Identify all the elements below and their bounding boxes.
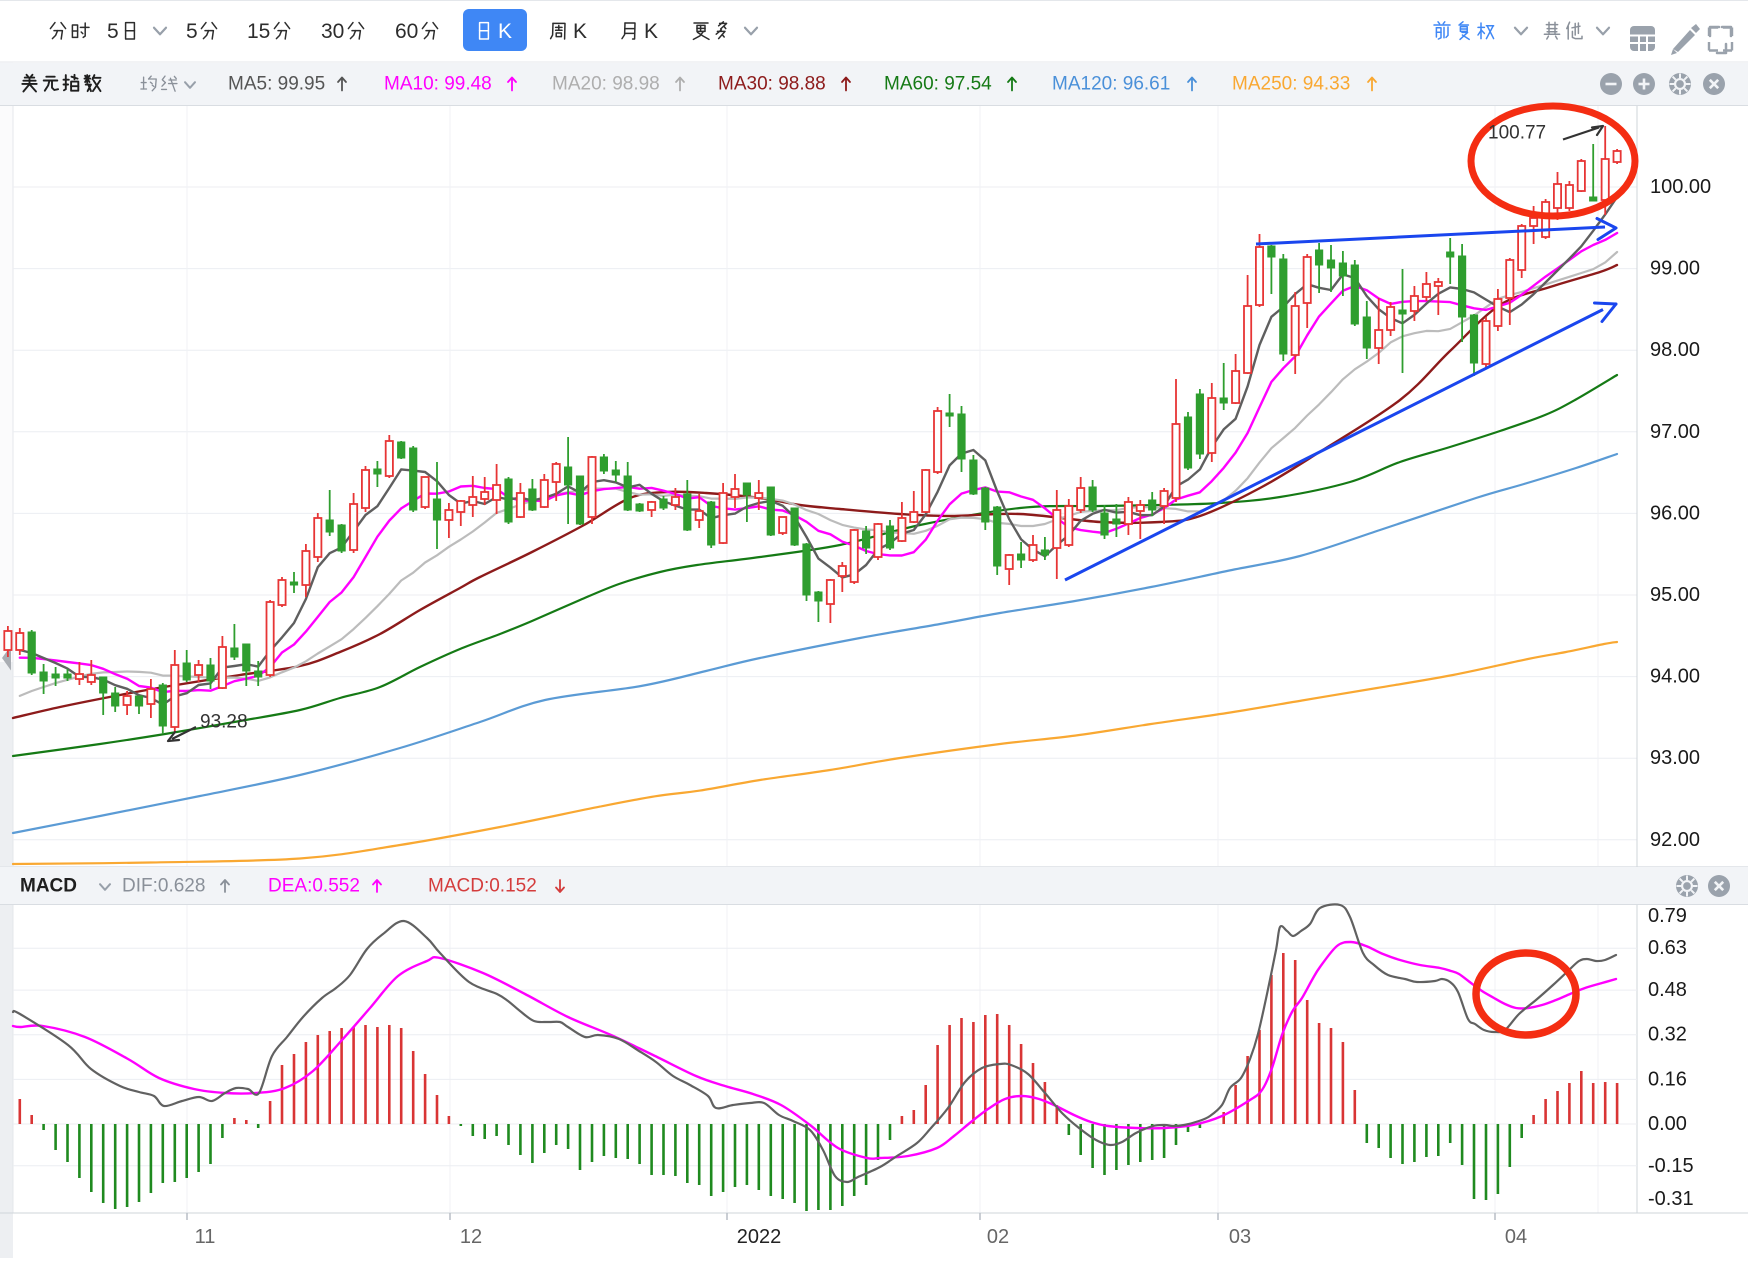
svg-text:93.28: 93.28 xyxy=(200,712,248,733)
svg-text:DIF:0.628: DIF:0.628 xyxy=(122,876,205,897)
svg-text:30: 30 xyxy=(321,20,344,43)
svg-text:MA5: 99.95: MA5: 99.95 xyxy=(228,74,325,95)
svg-text:MACD: MACD xyxy=(20,876,77,897)
svg-text:96.00: 96.00 xyxy=(1650,502,1700,524)
svg-text:MA120: 96.61: MA120: 96.61 xyxy=(1052,74,1170,95)
svg-text:100.77: 100.77 xyxy=(1488,123,1546,144)
svg-text:15: 15 xyxy=(247,20,270,43)
svg-text:60: 60 xyxy=(395,20,418,43)
svg-text:98.00: 98.00 xyxy=(1650,339,1700,361)
svg-text:99.00: 99.00 xyxy=(1650,258,1700,280)
svg-text:MA10: 99.48: MA10: 99.48 xyxy=(384,74,492,95)
svg-text:0.00: 0.00 xyxy=(1648,1113,1687,1135)
svg-text:K: K xyxy=(644,20,658,43)
svg-text:11: 11 xyxy=(195,1226,216,1248)
svg-text:MA30: 98.88: MA30: 98.88 xyxy=(718,74,826,95)
svg-text:92.00: 92.00 xyxy=(1650,829,1700,851)
svg-text:0.63: 0.63 xyxy=(1648,937,1687,959)
svg-text:K: K xyxy=(573,20,587,43)
svg-text:95.00: 95.00 xyxy=(1650,584,1700,606)
svg-text:5: 5 xyxy=(107,20,119,43)
svg-text:0.32: 0.32 xyxy=(1648,1024,1687,1046)
svg-text:5: 5 xyxy=(186,20,198,43)
svg-text:MA250: 94.33: MA250: 94.33 xyxy=(1232,74,1350,95)
svg-text:12: 12 xyxy=(460,1226,482,1248)
svg-text:100.00: 100.00 xyxy=(1650,176,1711,198)
svg-text:MA60: 97.54: MA60: 97.54 xyxy=(884,74,992,95)
svg-text:-0.15: -0.15 xyxy=(1648,1155,1694,1177)
svg-text:0.79: 0.79 xyxy=(1648,905,1687,927)
svg-text:-0.31: -0.31 xyxy=(1648,1188,1694,1210)
svg-text:MA20: 98.98: MA20: 98.98 xyxy=(552,74,660,95)
svg-text:02: 02 xyxy=(987,1226,1009,1248)
svg-text:04: 04 xyxy=(1505,1226,1527,1248)
svg-text:DEA:0.552: DEA:0.552 xyxy=(268,876,360,897)
svg-text:94.00: 94.00 xyxy=(1650,666,1700,688)
svg-text:0.16: 0.16 xyxy=(1648,1068,1687,1090)
svg-text:03: 03 xyxy=(1229,1226,1251,1248)
svg-text:2022: 2022 xyxy=(737,1226,782,1248)
svg-text:K: K xyxy=(498,20,512,43)
svg-text:97.00: 97.00 xyxy=(1650,421,1700,443)
svg-text:93.00: 93.00 xyxy=(1650,747,1700,769)
svg-text:0.48: 0.48 xyxy=(1648,979,1687,1001)
svg-text:MACD:0.152: MACD:0.152 xyxy=(428,876,537,897)
